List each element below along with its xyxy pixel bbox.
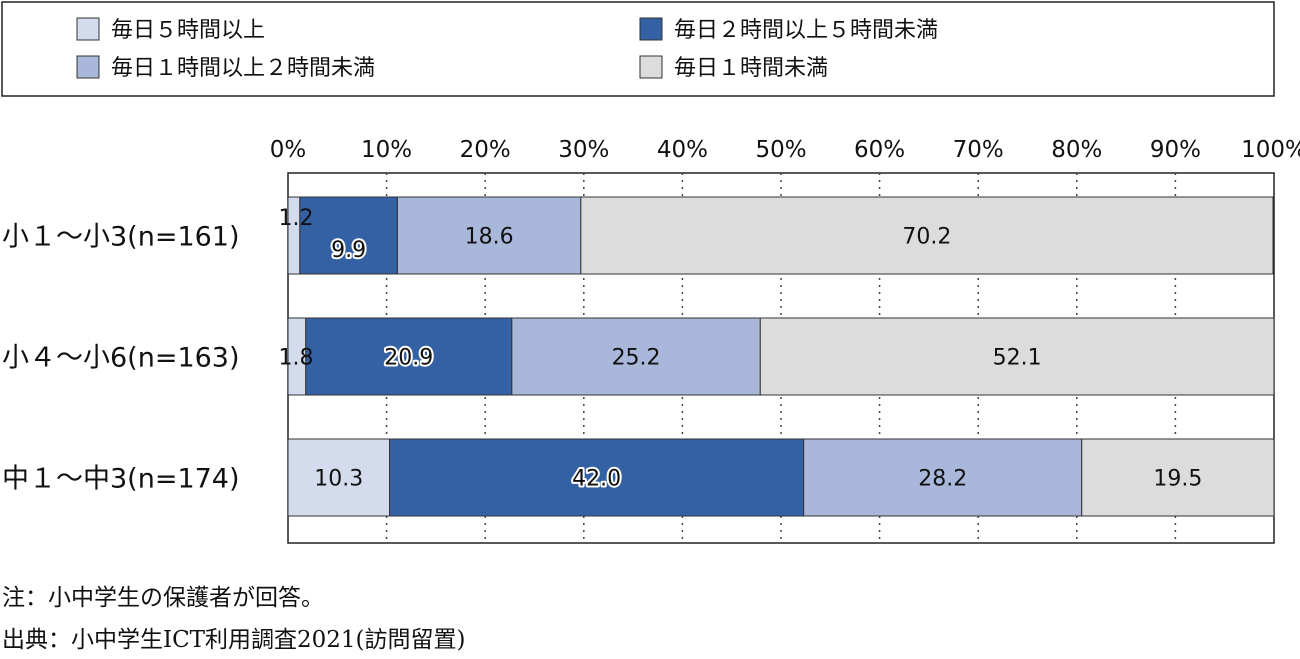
data-label: 52.1 — [993, 346, 1042, 371]
x-tick-label: 0% — [270, 137, 307, 163]
legend-label: 毎日１時間以上２時間未満 — [111, 56, 375, 81]
legend-label: 毎日２時間以上５時間未満 — [674, 18, 938, 43]
data-label: 20.9 — [384, 346, 433, 371]
x-tick-label: 10% — [361, 137, 412, 163]
bar-segment — [511, 317, 761, 396]
category-labels: 小１～小3(n=161) 小４～小6(n=163) 中１～中3(n=174) — [2, 222, 240, 495]
data-label: 10.3 — [314, 467, 363, 492]
data-label: 1.8 — [279, 346, 314, 371]
data-label: 28.2 — [918, 467, 967, 492]
note-text: 注：小中学生の保護者が回答。 — [2, 585, 324, 611]
x-tick-label: 60% — [854, 137, 905, 163]
legend-label: 毎日５時間以上 — [111, 18, 265, 43]
x-tick-label: 30% — [558, 137, 609, 163]
x-tick-label: 40% — [657, 137, 708, 163]
x-tick-label: 100% — [1241, 137, 1300, 163]
data-label: 42.0 — [572, 467, 621, 492]
bars: 1.2 9.9 18.6 70.2 1.8 20.9 25.2 52.1 10.3 42.0 28.… — [279, 196, 1275, 517]
legend-swatch — [76, 55, 100, 79]
category-label: 中１～中3(n=174) — [2, 464, 240, 495]
data-label: 25.2 — [612, 346, 661, 371]
data-label: 70.2 — [902, 225, 951, 250]
data-label: 1.2 — [279, 206, 314, 231]
legend-swatch — [639, 17, 663, 41]
bar-segment — [389, 438, 805, 517]
source-text: 出典：小中学生ICT利用調査2021(訪問留置) — [2, 627, 466, 653]
data-label: 18.6 — [465, 225, 514, 250]
legend-swatch — [76, 17, 100, 41]
bar-segment — [287, 438, 391, 517]
x-tick-label: 50% — [755, 137, 806, 163]
x-tick-label: 80% — [1051, 137, 1102, 163]
x-axis-ticks: 0% 10% 20% 30% 40% 50% 60% 70% 80% 90% 100% — [270, 137, 1300, 163]
x-tick-label: 20% — [460, 137, 511, 163]
category-label: 小４～小6(n=163) — [2, 343, 240, 374]
legend-box — [1, 1, 1275, 97]
data-label: 19.5 — [1153, 467, 1202, 492]
bar-segment — [803, 438, 1083, 517]
data-label: 9.9 — [331, 238, 366, 263]
x-tick-label: 70% — [953, 137, 1004, 163]
bar-segment — [580, 196, 1274, 275]
x-tick-label: 90% — [1150, 137, 1201, 163]
bar-segment — [305, 317, 513, 396]
category-label: 小１～小3(n=161) — [2, 222, 240, 253]
legend-label: 毎日１時間未満 — [674, 56, 828, 81]
legend-swatch — [639, 55, 663, 79]
bar-segment — [396, 196, 582, 275]
bar-segment — [1081, 438, 1275, 517]
bar-segment — [759, 317, 1275, 396]
